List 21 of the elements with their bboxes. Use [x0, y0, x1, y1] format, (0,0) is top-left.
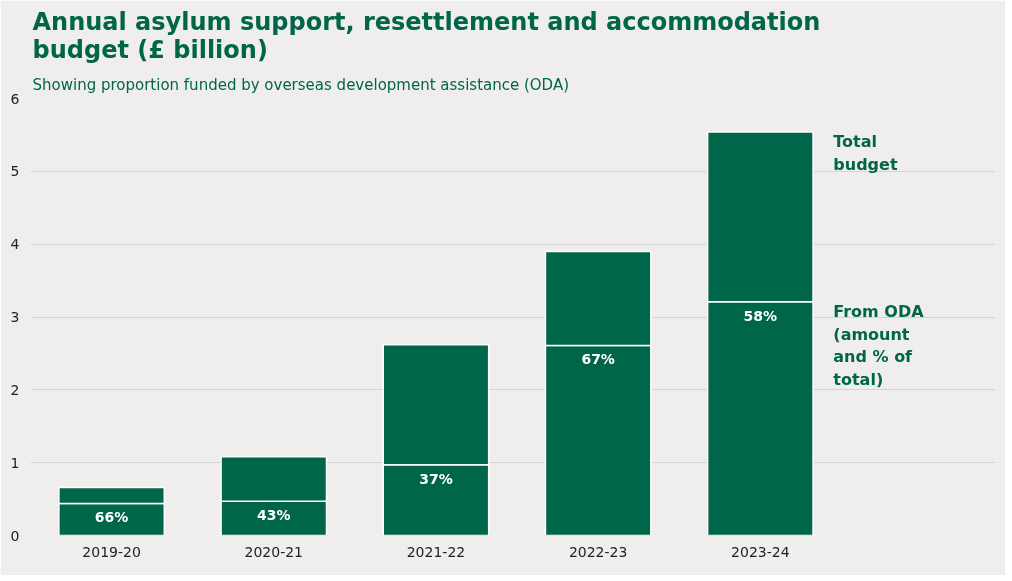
- annotation: 58%: [743, 307, 778, 324]
- annotation: 37%: [419, 470, 453, 487]
- chart-subtitle: Showing proportion funded by overseas development assistance (ODA): [32, 75, 570, 94]
- annotation: 66%: [94, 509, 129, 526]
- y-tick-label: 6: [10, 90, 20, 107]
- x-tick-label: 2020-21: [244, 543, 304, 560]
- x-tick-label: 2019-20: [82, 543, 141, 560]
- chart-title: Annual asylum support, resettlement and accommodation budget (£ billion): [32, 7, 821, 64]
- y-tick-label: 2: [10, 381, 20, 398]
- series-label: Total budget: [833, 132, 898, 174]
- y-tick-label: 5: [10, 163, 20, 180]
- y-tick-label: 4: [10, 236, 20, 253]
- y-tick-label: 3: [10, 309, 20, 325]
- x-tick-label: 2023-24: [731, 543, 790, 560]
- y-tick-label: 0: [10, 527, 20, 544]
- annotation: 43%: [257, 507, 291, 524]
- series-label: From ODA (amount and % of total): [833, 301, 925, 390]
- x-tick-label: 2021-22: [406, 543, 466, 560]
- x-tick-label: 2022-23: [568, 543, 628, 560]
- y-tick-label: 1: [10, 454, 20, 471]
- annotation: 67%: [581, 351, 615, 368]
